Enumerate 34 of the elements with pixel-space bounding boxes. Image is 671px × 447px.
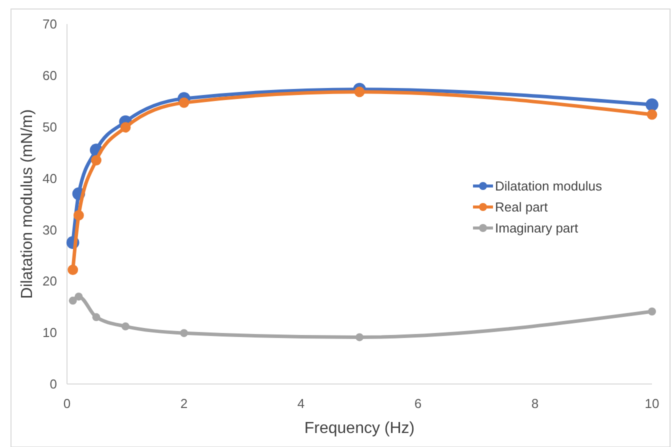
point [646, 109, 658, 120]
point [91, 155, 102, 166]
y-tick-label: 60 [42, 68, 57, 83]
x-tick-label: 4 [297, 396, 305, 411]
y-tick-label: 30 [42, 222, 57, 238]
x-tick-label: 0 [63, 396, 71, 411]
point [68, 296, 77, 305]
x-tick-label: 2 [180, 396, 188, 411]
y-axis-title: Dilatation modulus (mN/m) [19, 109, 36, 299]
point [648, 307, 656, 316]
y-tick-label: 50 [42, 119, 57, 134]
y-tick-label: 20 [42, 274, 57, 289]
x-tick-label: 8 [531, 396, 539, 411]
point [646, 98, 658, 112]
x-tick-label: 6 [414, 396, 422, 411]
legend-label: Imaginary part [495, 220, 578, 236]
point [354, 86, 365, 98]
point [180, 329, 188, 338]
point [74, 292, 83, 301]
y-tick-label: 70 [42, 16, 57, 32]
point [74, 210, 84, 221]
x-tick-label: 10 [644, 396, 660, 411]
point [122, 322, 130, 330]
legend-label: Dilatation modulus [495, 178, 602, 194]
point [92, 313, 100, 322]
point [68, 264, 78, 276]
x-axis-title: Frequency (Hz) [304, 420, 415, 437]
point [356, 333, 364, 342]
legend-label: Real part [495, 200, 548, 215]
y-tick-label: 40 [42, 170, 57, 186]
point [120, 122, 131, 133]
y-tick-label: 10 [42, 325, 57, 340]
y-tick-label: 0 [50, 376, 57, 392]
point [178, 97, 190, 108]
